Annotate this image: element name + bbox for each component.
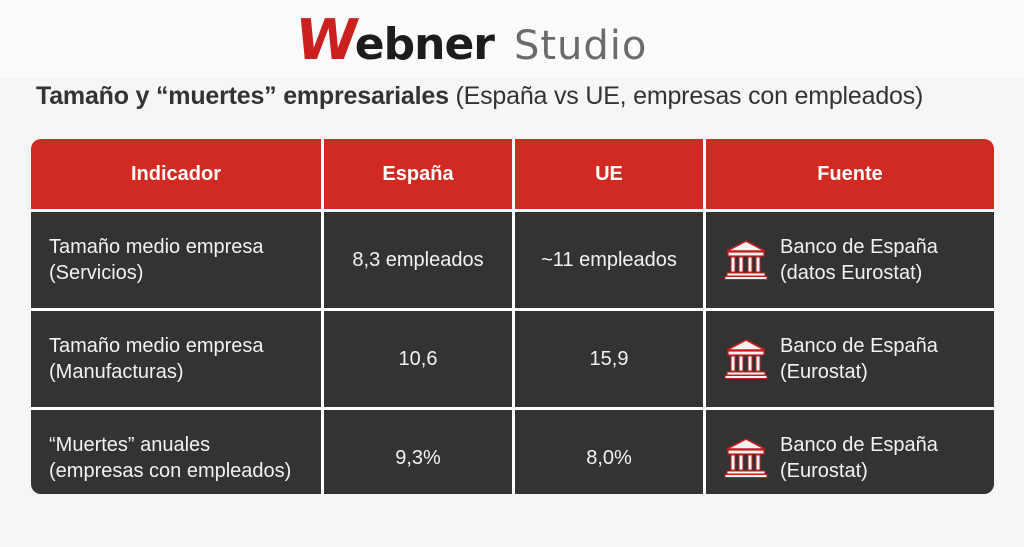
indicator-line: Tamaño medio empresa	[49, 335, 264, 357]
comparison-table: Indicador España UE Fuente Tamaño medio …	[31, 139, 994, 494]
source-cell: Banco de España (datos Eurostat)	[706, 212, 994, 311]
eu-value: 8,0%	[515, 410, 706, 494]
spain-value: 8,3 empleados	[324, 212, 515, 311]
source-cell: Banco de España (Eurostat)	[706, 410, 994, 494]
title-bold-part: Tamaño y “muertes” empresariales	[36, 82, 449, 110]
spain-value: 10,6	[324, 311, 515, 410]
indicator-cell: Tamaño medio empresa (Manufacturas)	[31, 311, 324, 410]
bank-building-icon	[724, 438, 768, 478]
source-cell: Banco de España (Eurostat)	[706, 311, 994, 410]
header-espana: España	[324, 139, 515, 212]
comparison-table-container: Indicador España UE Fuente Tamaño medio …	[31, 139, 994, 494]
eu-value: 15,9	[515, 311, 706, 410]
bank-building-icon	[724, 240, 768, 280]
indicator-line: Tamaño medio empresa	[49, 236, 264, 258]
logo-w-mark: W	[291, 8, 360, 73]
table-row: “Muertes” anuales (empresas con empleado…	[31, 410, 994, 494]
spain-value: 9,3%	[324, 410, 515, 494]
table-row: Tamaño medio empresa (Servicios) 8,3 emp…	[31, 212, 994, 311]
source-line: (Eurostat)	[780, 460, 868, 482]
indicator-line: (Manufacturas)	[49, 361, 184, 383]
eu-value: ~11 empleados	[515, 212, 706, 311]
table-row: Tamaño medio empresa (Manufacturas) 10,6…	[31, 311, 994, 410]
indicator-cell: “Muertes” anuales (empresas con empleado…	[31, 410, 324, 494]
logo-wordmark: ebner	[354, 19, 495, 70]
title-normal-part: (España vs UE, empresas con empleados)	[448, 82, 924, 110]
table-header-row: Indicador España UE Fuente	[31, 139, 994, 212]
indicator-line: (empresas con empleados)	[49, 460, 292, 482]
indicator-line: (Servicios)	[49, 262, 144, 284]
header-ue: UE	[515, 139, 706, 212]
source-line: Banco de España	[780, 434, 938, 456]
source-line: Banco de España	[780, 335, 938, 357]
logo-studio-text: Studio	[513, 23, 648, 69]
source-line: (datos Eurostat)	[780, 262, 923, 284]
indicator-cell: Tamaño medio empresa (Servicios)	[31, 212, 324, 311]
source-line: (Eurostat)	[780, 361, 868, 383]
indicator-line: “Muertes” anuales	[49, 434, 211, 456]
bank-building-icon	[724, 339, 768, 379]
source-line: Banco de España	[780, 236, 938, 258]
header-indicador: Indicador	[31, 139, 324, 212]
header-fuente: Fuente	[706, 139, 994, 212]
page-title: Tamaño y “muertes” empresariales (España…	[36, 82, 923, 111]
